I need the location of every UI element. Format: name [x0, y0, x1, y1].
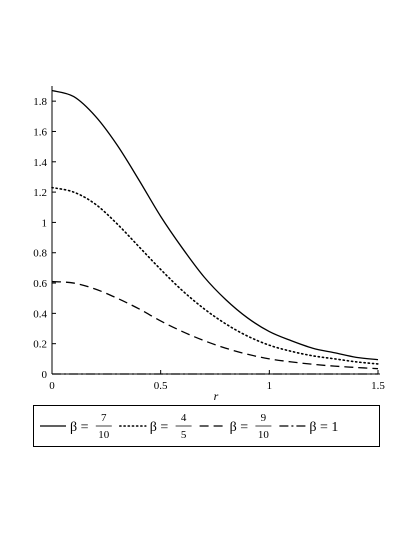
y-tick-label: 0.8: [33, 248, 47, 260]
legend-frac-num: 9: [261, 412, 267, 424]
series-line-3: [51, 280, 379, 370]
legend-item-1: β = 7 10: [40, 412, 112, 441]
x-tick-label: 0.5: [154, 380, 168, 392]
plot-lines: [51, 89, 379, 375]
y-tick-label: 1.2: [33, 187, 47, 199]
legend-frac-num: 4: [181, 412, 187, 424]
legend-frac-den: 10: [98, 429, 110, 441]
y-tick-label: 1.6: [33, 126, 47, 138]
x-tick-label: 1.5: [371, 380, 385, 392]
y-tick-label: 0.6: [33, 278, 47, 290]
legend-frac-num: 7: [101, 412, 107, 424]
y-tick-label: 0.2: [33, 339, 47, 351]
legend-label: β =: [230, 420, 249, 435]
legend-item-4: β = 1: [279, 420, 338, 435]
y-tick-label: 1.4: [33, 157, 47, 169]
series-line-2: [51, 186, 379, 365]
legend-item-2: β = 4 5: [119, 412, 192, 441]
legend-item-3: β = 9 10: [199, 412, 272, 441]
x-tick-label: 0: [49, 380, 55, 392]
legend-label: β = 1: [309, 420, 338, 435]
legend-frac-den: 10: [258, 429, 270, 441]
y-ticks: 0 0.2 0.4 0.6 0.8 1 1.2 1.4 1.6 1.8: [33, 96, 56, 381]
y-tick-label: 1.8: [33, 96, 47, 108]
legend-label: β =: [70, 420, 89, 435]
y-tick-label: 0: [42, 369, 48, 381]
series-line-1: [51, 89, 379, 361]
legend-label: β =: [150, 420, 169, 435]
x-axis-label: r: [214, 389, 219, 400]
axes: [51, 86, 380, 375]
x-tick-label: 1: [267, 380, 273, 392]
legend-frac-den: 5: [181, 429, 187, 441]
y-tick-label: 0.4: [33, 308, 47, 320]
line-chart: 0 0.2 0.4 0.6 0.8 1 1.2 1.4 1.6 1.8 0 0.5 1 1.5 r: [33, 86, 385, 400]
x-ticks: 0 0.5 1 1.5: [49, 370, 385, 392]
y-tick-label: 1: [42, 217, 48, 229]
legend: β = 7 10 β = 4 5 β = 9 10 β = 1: [33, 405, 380, 447]
legend-svg: β = 7 10 β = 4 5 β = 9 10 β = 1: [40, 412, 338, 441]
